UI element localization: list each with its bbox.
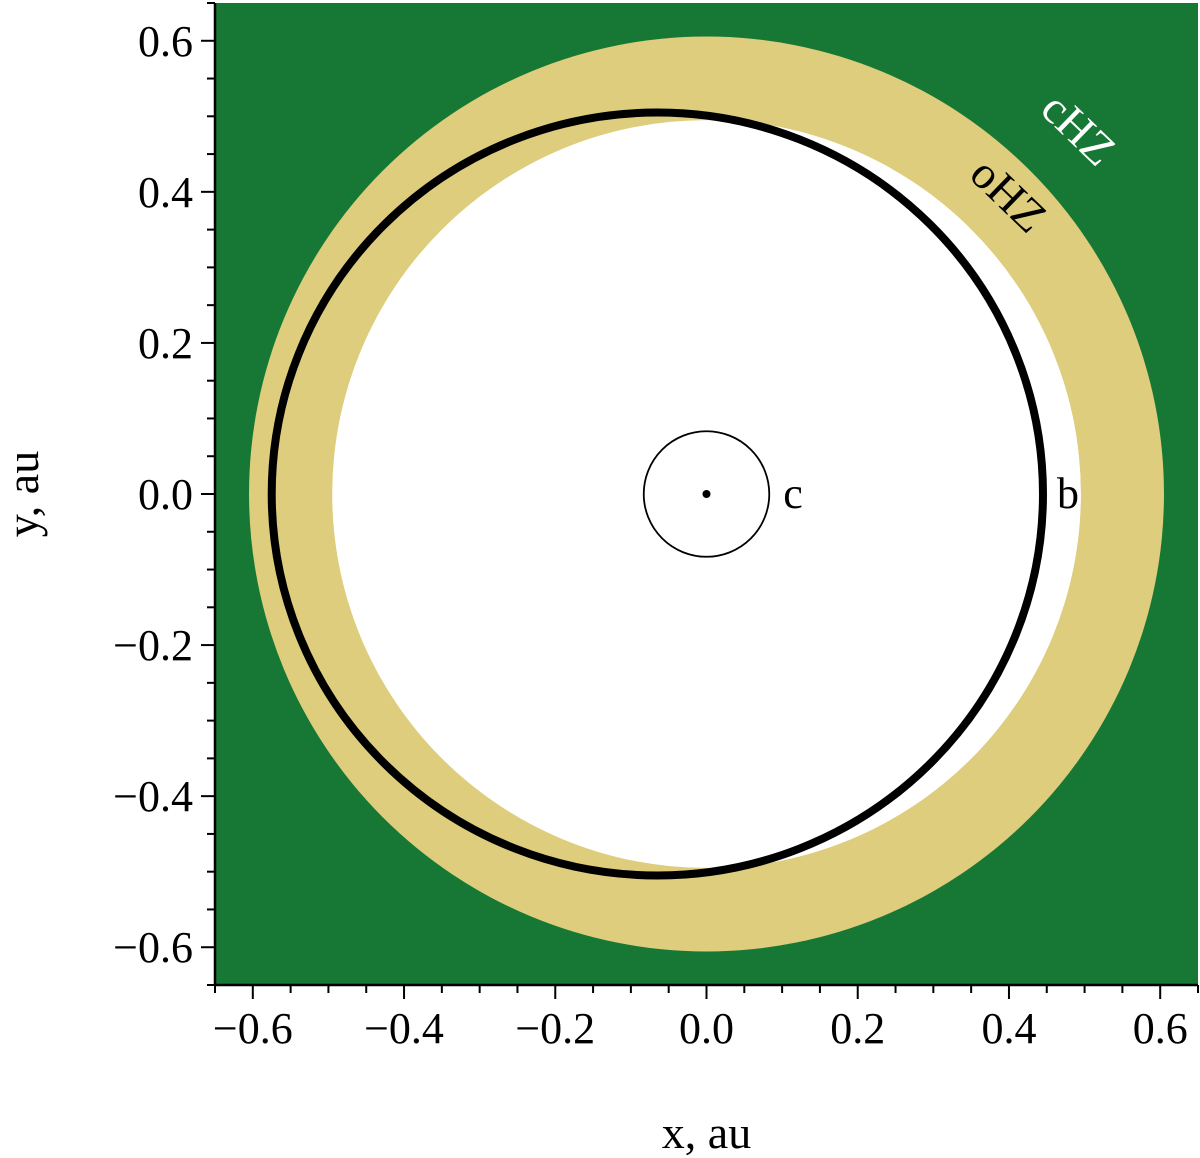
y-tick-label: 0.2 [138, 319, 193, 368]
y-tick-label: 0.6 [138, 17, 193, 66]
x-axis-label: x, au [662, 1107, 751, 1158]
y-tick-label: 0.4 [138, 168, 193, 217]
y-tick-label: −0.6 [113, 923, 193, 972]
x-tick-label: −0.2 [515, 1004, 595, 1053]
planet-b-label: b [1057, 469, 1079, 518]
x-tick-label: −0.6 [213, 1004, 293, 1053]
star-marker [702, 490, 711, 498]
y-tick-label: −0.4 [113, 772, 193, 821]
x-tick-label: 0.4 [981, 1004, 1036, 1053]
x-tick-label: 0.2 [830, 1004, 885, 1053]
planet-c-label: c [783, 469, 803, 518]
y-tick-label: −0.2 [113, 621, 193, 670]
y-axis-label: y, au [0, 451, 48, 537]
y-tick-label: 0.0 [138, 470, 193, 519]
x-tick-label: 0.6 [1133, 1004, 1188, 1053]
x-tick-label: 0.0 [679, 1004, 734, 1053]
orbit-c [642, 430, 771, 558]
x-axis-ticks: −0.6 −0.4 −0.2 0.0 0.2 0.4 0.6 [213, 985, 1199, 1053]
y-axis-ticks: −0.6 −0.4 −0.2 0.0 0.2 0.4 0.6 [113, 2, 215, 986]
x-tick-label: −0.4 [364, 1004, 444, 1053]
plot-area [215, 3, 1198, 985]
orbit-b [267, 108, 1047, 880]
